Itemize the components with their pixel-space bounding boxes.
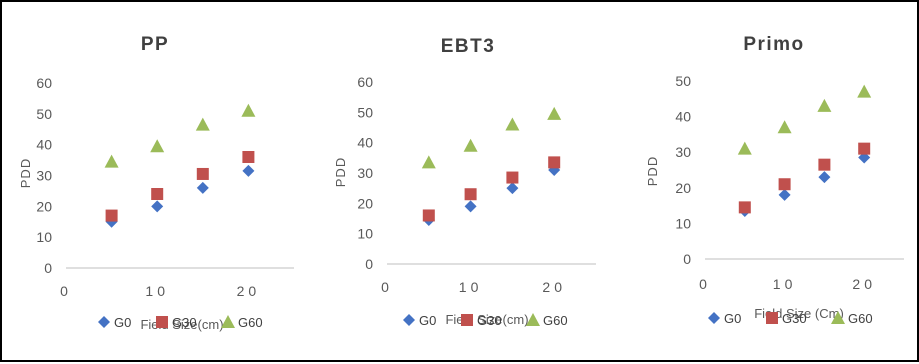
data-point-g60: [463, 138, 478, 152]
y-tick-label: 0: [44, 260, 52, 276]
chart-title: PP: [141, 34, 169, 55]
legend-marker-g30: [766, 312, 778, 324]
x-tick-label: 0: [60, 283, 72, 299]
legend-marker-g0: [98, 316, 110, 328]
x-tick-label: 20: [542, 279, 566, 295]
data-point-g30: [778, 178, 791, 191]
data-point-g60: [421, 155, 436, 169]
data-point-g0: [778, 188, 791, 201]
data-point-g0: [242, 164, 255, 177]
legend-label-g0: G0: [724, 311, 741, 326]
chart-panel-primo: Primo 0 10 20 30 40 50 0 10 20 PDD Field Size (Cm) G…: [624, 0, 919, 362]
y-tick-label: 30: [36, 168, 52, 184]
data-point-g30: [242, 151, 255, 163]
legend-marker-g30: [156, 316, 168, 328]
y-tick-label: 20: [357, 195, 373, 211]
y-tick-label: 40: [357, 135, 373, 151]
data-point-g0: [506, 182, 519, 195]
chart-panel-pp: PP 0 10 20 30 40 50 60 0 10 20 PDD Field Size(cm) G0 G…: [0, 0, 319, 362]
legend-label-g0: G0: [114, 315, 131, 330]
y-tick-label: 50: [675, 73, 691, 89]
x-tick-label: 20: [237, 283, 261, 299]
y-tick-label: 20: [675, 180, 691, 196]
chart-panel-ebt3: EBT3 0 10 20 30 40 50 60 0 10 20 PDD Field Size(cm) G…: [317, 0, 626, 362]
y-tick-label: 10: [357, 226, 373, 242]
x-tick-label: 10: [773, 276, 797, 292]
chart-title: EBT3: [441, 36, 496, 57]
legend-label-g30: G30: [782, 311, 807, 326]
y-tick-label: 40: [675, 109, 691, 125]
legend-label-g60: G60: [848, 311, 873, 326]
data-point-g30: [422, 209, 435, 222]
chart-title: Primo: [743, 34, 804, 55]
legend-marker-g0: [403, 314, 415, 326]
data-point-g30: [105, 209, 118, 222]
y-tick-label: 30: [675, 144, 691, 160]
data-point-g0: [196, 181, 209, 194]
y-axis-label: PDD: [18, 158, 33, 188]
legend-marker-g60: [221, 315, 235, 328]
legend-label-g30: G30: [477, 313, 502, 328]
x-tick-label: 0: [381, 279, 393, 295]
data-point-g0: [818, 171, 831, 184]
legend-label-g0: G0: [419, 313, 436, 328]
x-tick-label: 10: [459, 279, 483, 295]
data-point-g30: [506, 171, 519, 184]
y-tick-label: 0: [683, 251, 691, 267]
data-point-g60: [104, 154, 119, 168]
data-point-g60: [241, 103, 256, 117]
y-tick-label: 30: [357, 165, 373, 181]
data-point-g60: [195, 117, 210, 131]
data-point-g30: [818, 158, 831, 171]
data-point-g60: [150, 139, 165, 153]
data-point-g30: [151, 188, 164, 200]
data-point-g60: [737, 141, 752, 155]
legend-label-g60: G60: [543, 313, 568, 328]
data-point-g30: [196, 167, 209, 180]
legend-marker-g0: [708, 312, 720, 324]
data-point-g30: [858, 142, 871, 155]
data-point-g60: [547, 106, 562, 120]
y-tick-label: 50: [36, 106, 52, 122]
legend-marker-g60: [831, 311, 845, 324]
legend-marker-g30: [461, 314, 473, 326]
data-point-g60: [777, 120, 792, 134]
legend-label-g30: G30: [172, 315, 197, 330]
data-point-g30: [548, 156, 561, 169]
y-tick-label: 0: [365, 256, 373, 272]
data-point-g30: [464, 188, 477, 201]
y-axis-label: PDD: [645, 156, 660, 186]
data-point-g30: [738, 201, 751, 214]
legend-marker-g60: [526, 313, 540, 326]
x-tick-label: 20: [852, 276, 876, 292]
data-point-g60: [505, 117, 520, 131]
y-tick-label: 20: [36, 198, 52, 214]
y-tick-label: 10: [36, 229, 52, 245]
data-point-g0: [464, 200, 477, 213]
data-point-g0: [151, 200, 164, 213]
y-tick-label: 60: [36, 75, 52, 91]
y-tick-label: 40: [36, 137, 52, 153]
data-point-g60: [857, 84, 872, 98]
legend-label-g60: G60: [238, 315, 263, 330]
y-tick-label: 50: [357, 104, 373, 120]
y-tick-label: 60: [357, 74, 373, 90]
data-point-g60: [817, 98, 832, 112]
x-tick-label: 10: [145, 283, 169, 299]
y-tick-label: 10: [675, 215, 691, 231]
x-tick-label: 0: [699, 276, 711, 292]
y-axis-label: PDD: [333, 157, 348, 187]
